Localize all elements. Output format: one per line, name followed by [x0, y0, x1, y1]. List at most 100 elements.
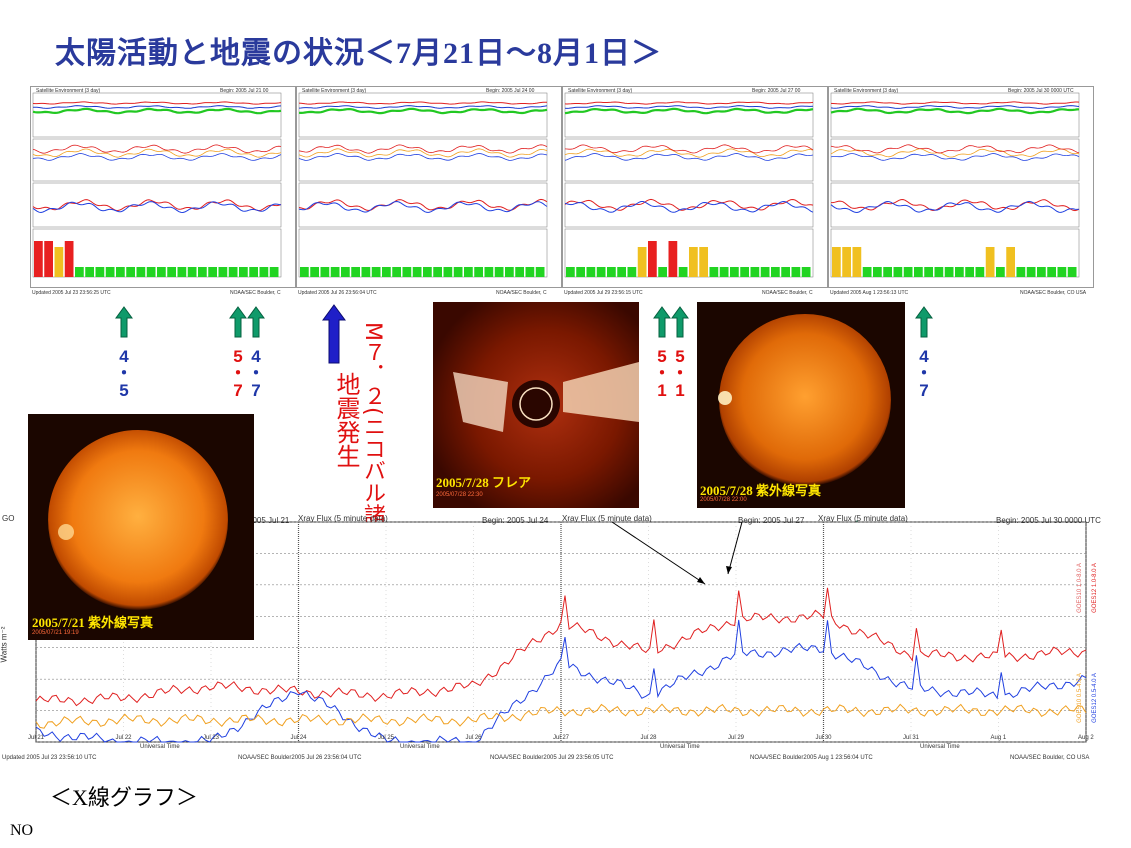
- kp-bar: [1026, 267, 1036, 277]
- kp-bar: [85, 267, 94, 277]
- panel-2-footer-right: NOAA/SEC Boulder, C: [496, 290, 547, 296]
- panel-4-header-right: Begin: 2005 Jul 30 0000 UTC: [1008, 88, 1074, 94]
- kp-bar: [596, 267, 606, 277]
- proton-trace-green: [298, 107, 548, 115]
- xray-xtick-label: Jul 29: [728, 735, 745, 741]
- gsm-trace-red: [298, 198, 548, 212]
- kp-bar: [832, 247, 841, 277]
- kp-bar: [1037, 267, 1046, 277]
- kp-bar: [914, 267, 923, 277]
- kp-bar: [525, 267, 535, 277]
- subplot-frame-1: [298, 138, 548, 182]
- electron-trace-orange: [32, 148, 282, 158]
- proton-trace-blue: [830, 105, 1080, 109]
- kp-bar: [423, 267, 432, 277]
- xray-header-2-right: Begin: 2005 Jul 24: [482, 516, 549, 525]
- kp-bar: [760, 267, 770, 277]
- panel-2-header-left: Satellite Environment (3 day): [302, 88, 367, 94]
- kp-bar: [239, 267, 248, 277]
- xray-header-1-right: 2005 Jul 21: [248, 516, 290, 525]
- kp-bar: [678, 267, 688, 277]
- panel-3-header-left: Satellite Environment (3 day): [568, 88, 633, 94]
- kp-bar: [382, 267, 391, 277]
- kp-bar: [136, 267, 146, 277]
- kp-bar: [433, 267, 442, 277]
- kp-bar: [54, 247, 64, 277]
- kp-bar: [924, 267, 933, 277]
- kp-bar: [187, 267, 197, 277]
- arrow-up-icon-4: [653, 306, 671, 338]
- proton-trace-red: [564, 101, 814, 105]
- kp-bar: [689, 247, 698, 277]
- kp-bar: [464, 267, 473, 277]
- kp-bar: [105, 267, 115, 277]
- kp-bar: [505, 267, 514, 277]
- kp-bar: [842, 247, 851, 277]
- photo1-stamp: 2005/07/21 19:19: [32, 630, 79, 636]
- kp-bar: [167, 267, 176, 277]
- kp-bar: [392, 267, 401, 277]
- kp-bar: [208, 267, 217, 277]
- xray-xtick-label: Aug 1: [990, 735, 1007, 741]
- kp-bar: [95, 267, 105, 277]
- satellite-panel-svg-1: [32, 92, 282, 278]
- kp-bar: [699, 247, 708, 277]
- proton-trace-red: [298, 101, 547, 105]
- gsm-trace-red: [564, 198, 814, 211]
- kp-bar: [116, 267, 125, 277]
- kp-bar: [750, 267, 760, 277]
- kp-bar: [955, 267, 964, 277]
- kp-bar: [709, 267, 719, 277]
- kp-bar: [801, 267, 811, 277]
- xray-xtick-label: Jul 24: [290, 735, 307, 741]
- kp-bar: [34, 241, 43, 277]
- xray-footer-2: NOAA/SEC Boulder2005 Jul 26 23:56:04 UTC: [238, 755, 362, 761]
- event-label-5: 5 ・ 1: [671, 347, 689, 400]
- xray-xtick-label: Jul 21: [28, 735, 45, 741]
- electron-trace-blue: [564, 153, 814, 161]
- event-label-3: 4 ・ 7: [247, 347, 265, 400]
- satellite-panel-3: [562, 86, 828, 288]
- kp-bar: [566, 267, 575, 277]
- kp-bar: [259, 267, 269, 277]
- kp-bar: [126, 267, 135, 277]
- xray-xlabel-3: Universal Time: [660, 744, 700, 750]
- satellite-panel-2: [296, 86, 562, 288]
- gsm-trace-blue: [32, 201, 282, 214]
- kp-bar: [474, 267, 483, 277]
- kp-bar: [453, 267, 463, 277]
- uv-sun-photo-0721: [28, 414, 254, 640]
- no-text: NO: [10, 822, 34, 839]
- panel-2-header-right: Begin: 2005 Jul 24 00: [486, 88, 535, 94]
- panel-2-footer-left: Updated 2005 Jul 26 23:56:04 UTC: [298, 290, 377, 296]
- kp-bar: [985, 247, 995, 277]
- kp-bar: [862, 267, 872, 277]
- xray-xtick-label: Aug 2: [1078, 735, 1094, 741]
- xray-series-2: [35, 703, 1087, 729]
- kp-bar: [269, 267, 279, 277]
- electron-trace-red: [298, 144, 548, 154]
- kp-bar: [903, 267, 913, 277]
- arrow-up-icon-3: [247, 306, 265, 338]
- coronagraph-flare-photo: [433, 302, 639, 508]
- kp-bar: [586, 267, 596, 277]
- kp-bar: [1016, 267, 1026, 277]
- proton-trace-blue: [32, 105, 282, 109]
- kp-bar: [330, 267, 340, 277]
- xray-xtick-label: Jul 30: [815, 735, 832, 741]
- xray-xtick-label: Jul 31: [903, 735, 920, 741]
- kp-bar: [341, 267, 350, 277]
- gsm-trace-blue: [830, 200, 1080, 214]
- electron-trace-orange: [564, 148, 814, 158]
- kp-bar: [791, 267, 801, 277]
- kp-bar: [975, 267, 985, 277]
- kp-bar: [535, 267, 545, 277]
- kp-bar: [719, 267, 729, 277]
- kp-bar: [1057, 267, 1067, 277]
- event-label-2: 5 ・ 7: [229, 347, 247, 400]
- kp-bar: [157, 267, 166, 277]
- kp-bar: [1006, 247, 1015, 277]
- kp-bar: [852, 247, 862, 277]
